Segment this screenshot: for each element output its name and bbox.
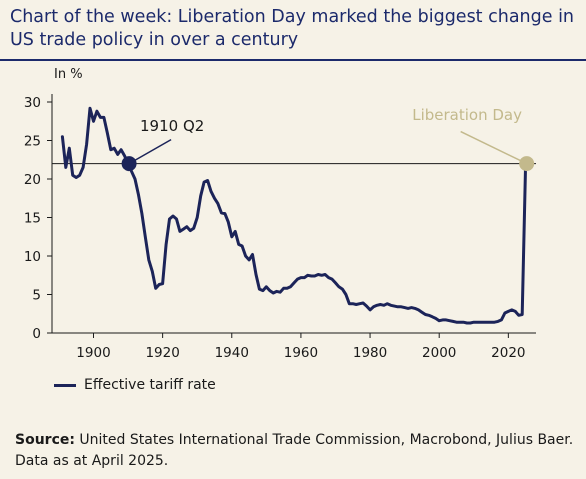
series-line-effective-tariff-rate <box>60 106 528 325</box>
annotation-marker-1910 <box>121 156 137 172</box>
x-tick-label: 2020 <box>491 345 525 361</box>
unit-label: In % <box>54 67 83 82</box>
y-tick-label: 20 <box>24 172 41 188</box>
legend: Effective tariff rate <box>54 377 216 393</box>
y-tick-label: 25 <box>24 134 41 150</box>
legend-label: Effective tariff rate <box>84 377 216 393</box>
y-tick-label: 10 <box>24 249 41 265</box>
annotation-leader-liberation-day <box>460 130 527 165</box>
x-tick-label: 2000 <box>422 345 456 361</box>
annotation-label-liberation-day: Liberation Day <box>412 106 522 124</box>
annotation-leader-1910 <box>128 138 172 165</box>
x-tick-label: 1920 <box>145 345 179 361</box>
x-tick-label: 1980 <box>353 345 387 361</box>
source-label: Source: <box>15 432 75 448</box>
title-divider <box>0 59 586 61</box>
annotation-marker-liberation-day <box>519 156 535 172</box>
annotation-label-1910: 1910 Q2 <box>140 117 204 135</box>
y-tick-label: 0 <box>32 326 41 342</box>
x-tick-label: 1900 <box>76 345 110 361</box>
source-text: United States International Trade Commis… <box>15 432 574 469</box>
y-tick-label: 5 <box>32 288 41 304</box>
y-tick-label: 15 <box>24 211 41 227</box>
tariff-chart: In % 0 5 10 15 20 25 30 1900 1920 1940 1960 1980 200… <box>24 67 536 361</box>
legend-swatch <box>54 383 76 387</box>
y-tick-label: 30 <box>24 95 41 111</box>
x-tick-label: 1940 <box>215 345 249 361</box>
source-note: Source: United States International Trad… <box>15 430 575 472</box>
chart-title: Chart of the week: Liberation Day marked… <box>10 7 575 50</box>
x-tick-label: 1960 <box>284 345 318 361</box>
